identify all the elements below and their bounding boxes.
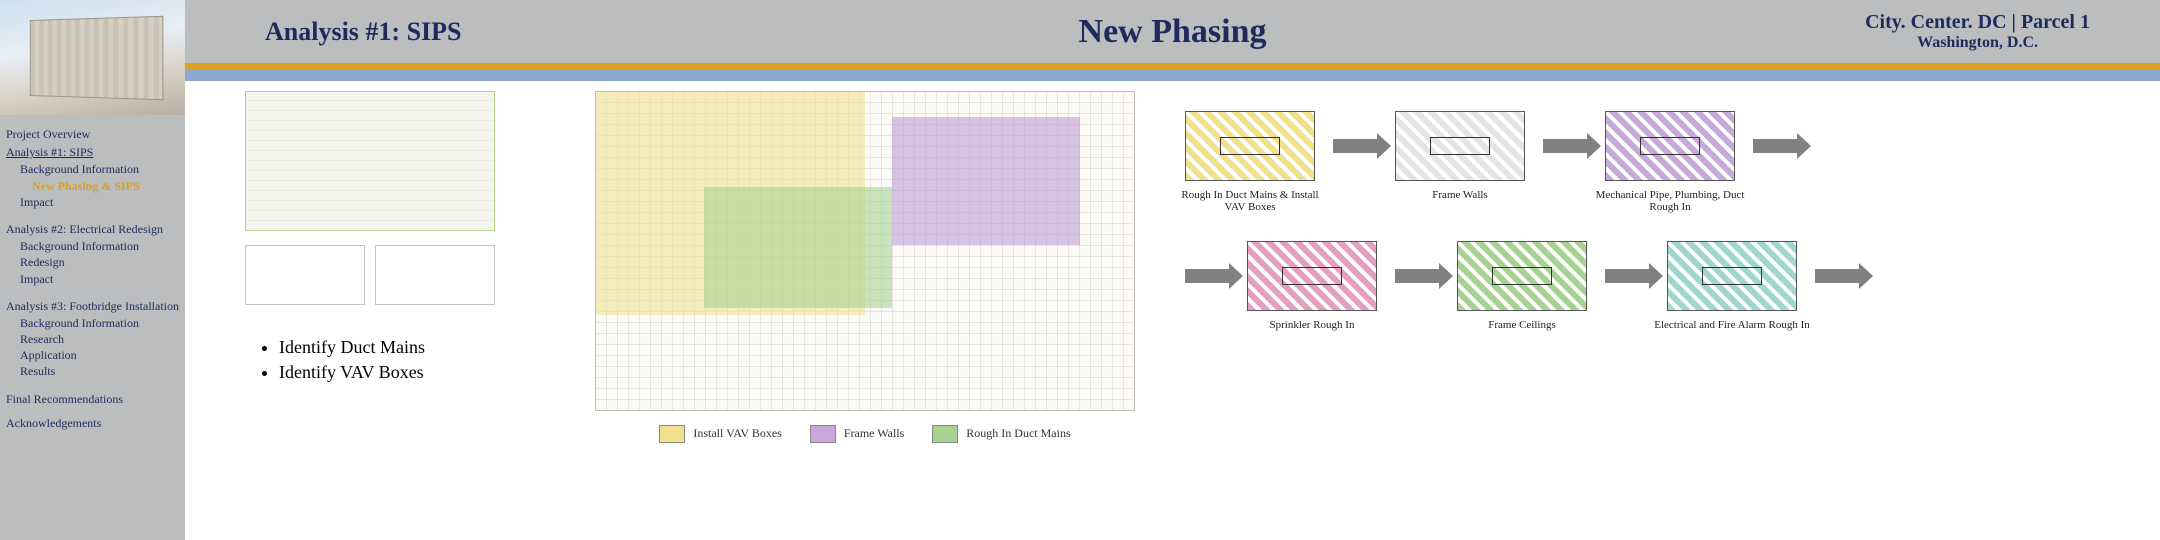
nav-a2-background[interactable]: Background Information [6, 238, 179, 254]
zone-duct [704, 187, 892, 308]
arrow-icon [1753, 139, 1797, 153]
phase-row-2: Sprinkler Rough In Frame Ceilings Electr… [1185, 241, 2115, 311]
phase-label-r2-2: Frame Ceilings [1442, 319, 1602, 331]
hero-image [0, 0, 185, 115]
nav-analysis-3[interactable]: Analysis #3: Footbridge Installation [6, 297, 179, 315]
middle-column: Install VAV Boxes Frame Walls Rough In D… [595, 91, 1135, 443]
phase-box-r2-2 [1457, 241, 1587, 311]
phase-box-r1-3 [1605, 111, 1735, 181]
phase-label-r1-2: Frame Walls [1380, 189, 1540, 201]
nav-a1-impact[interactable]: Impact [6, 194, 179, 210]
nav-project-overview[interactable]: Project Overview [6, 125, 179, 143]
arrow-icon [1395, 269, 1439, 283]
nav-a3-application[interactable]: Application [6, 347, 179, 363]
project-title: City. Center. DC | Parcel 1 [1865, 11, 2090, 34]
nav-final-recs[interactable]: Final Recommendations [6, 390, 179, 408]
nav-a3-research[interactable]: Research [6, 331, 179, 347]
phase-box-r1-1 [1185, 111, 1315, 181]
swatch-green [932, 425, 958, 443]
arrow-icon [1543, 139, 1587, 153]
phase-label-r1-3: Mechanical Pipe, Plumbing, Duct Rough In [1590, 189, 1750, 213]
nav-analysis-2[interactable]: Analysis #2: Electrical Redesign [6, 220, 179, 238]
nav-a1-background[interactable]: Background Information [6, 161, 179, 177]
nav-a3-background[interactable]: Background Information [6, 315, 179, 331]
blue-rule [185, 69, 2160, 81]
small-floorplan-row [245, 245, 495, 305]
legend-duct: Rough In Duct Mains [932, 425, 1070, 443]
legend-vav: Install VAV Boxes [659, 425, 781, 443]
phase-label-r2-1: Sprinkler Rough In [1232, 319, 1392, 331]
arrow-icon [1185, 269, 1229, 283]
nav-ack[interactable]: Acknowledgements [6, 414, 179, 432]
main-floorplan [595, 91, 1135, 411]
small-floorplan-2b [375, 245, 495, 305]
building-render [29, 15, 163, 100]
topbar-analysis-label: Analysis #1: SIPS [265, 17, 462, 47]
page-title: New Phasing [1079, 13, 1267, 51]
topbar: Analysis #1: SIPS New Phasing City. Cent… [185, 0, 2160, 63]
arrow-icon [1815, 269, 1859, 283]
swatch-yellow [659, 425, 685, 443]
bullet-list: Identify Duct Mains Identify VAV Boxes [245, 335, 505, 385]
small-floorplan-1 [245, 91, 495, 231]
nav-outline: Project Overview Analysis #1: SIPS Backg… [0, 115, 185, 432]
bullet-vav-boxes: Identify VAV Boxes [279, 360, 505, 385]
content-area: Identify Duct Mains Identify VAV Boxes I… [185, 81, 2160, 540]
topbar-project: City. Center. DC | Parcel 1 Washington, … [1865, 11, 2090, 52]
nav-a2-impact[interactable]: Impact [6, 271, 179, 287]
phase-box-r1-2 [1395, 111, 1525, 181]
arrow-icon [1333, 139, 1377, 153]
phase-box-r2-1 [1247, 241, 1377, 311]
bullet-duct-mains: Identify Duct Mains [279, 335, 505, 360]
phase-label-r2-3: Electrical and Fire Alarm Rough In [1652, 319, 1812, 331]
phase-label-r1-1: Rough In Duct Mains & Install VAV Boxes [1170, 189, 1330, 213]
left-column: Identify Duct Mains Identify VAV Boxes [245, 91, 505, 385]
floorplan-legend: Install VAV Boxes Frame Walls Rough In D… [595, 425, 1135, 443]
small-floorplan-2a [245, 245, 365, 305]
phase-row-1: Rough In Duct Mains & Install VAV Boxes … [1185, 111, 2115, 181]
phase-flow: Rough In Duct Mains & Install VAV Boxes … [1185, 111, 2115, 347]
sidebar: Project Overview Analysis #1: SIPS Backg… [0, 0, 185, 540]
swatch-purple [810, 425, 836, 443]
arrow-icon [1605, 269, 1649, 283]
nav-a1-newphasing[interactable]: New Phasing & SIPS [6, 178, 179, 194]
nav-a2-redesign[interactable]: Redesign [6, 254, 179, 270]
phase-box-r2-3 [1667, 241, 1797, 311]
nav-a3-results[interactable]: Results [6, 363, 179, 379]
project-subtitle: Washington, D.C. [1865, 34, 2090, 52]
legend-frame: Frame Walls [810, 425, 904, 443]
nav-analysis-1[interactable]: Analysis #1: SIPS [6, 143, 179, 161]
zone-frame [892, 117, 1080, 244]
